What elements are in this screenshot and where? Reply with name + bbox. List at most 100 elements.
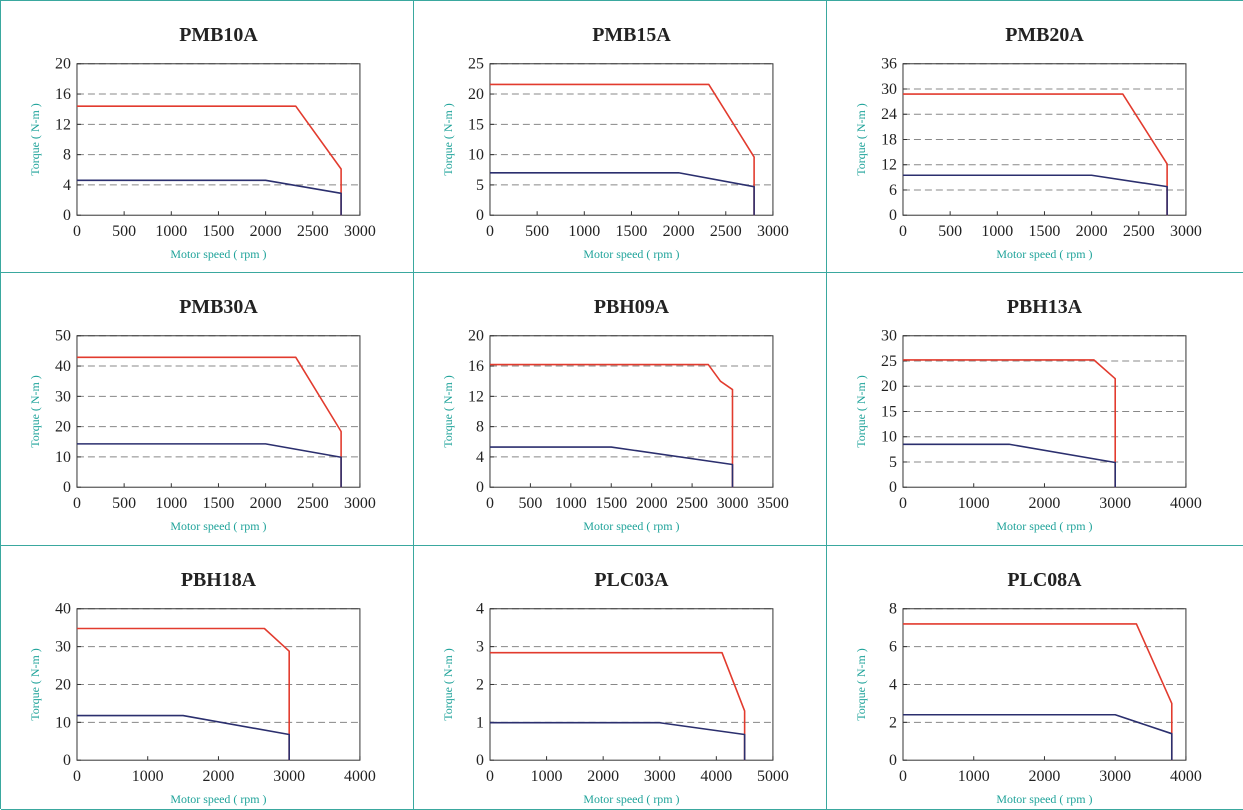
- chart-svg: PBH09A 0 4 8 12 16 20 0 500 1000 1500 2000 2500 3000 3…: [441, 296, 789, 533]
- peak-torque-curve: [76, 356, 342, 488]
- peak-torque-curve: [902, 359, 1117, 488]
- rated-torque-curve: [489, 721, 746, 761]
- chart-svg: PLC03A 0 1 2 3 4 0 1000 2000 3000 4000 5000 Motor sp…: [441, 569, 789, 806]
- chart-title: PBH13A: [1007, 296, 1083, 318]
- rated-torque-curve: [902, 174, 1168, 216]
- y-tick-label: 20: [881, 378, 897, 395]
- x-tick-label: 3500: [757, 495, 789, 512]
- y-tick-label: 30: [55, 639, 71, 656]
- chart-panel-pmb10a: PMB10A 0 4 8 12 16 20 0 500 1000 1500 2000 2500 3000 M…: [1, 1, 414, 273]
- peak-torque-curve: [902, 93, 1168, 216]
- y-tick-label: 4: [476, 601, 484, 618]
- peak-torque-curve: [489, 83, 755, 216]
- chart-title: PMB15A: [592, 24, 671, 46]
- x-tick-label: 0: [899, 223, 907, 240]
- chart-svg: PMB20A 0 6 12 18 24 30 36 0 500 1000 1500 2000 2500 30…: [854, 24, 1202, 261]
- x-tick-label: 1000: [155, 223, 187, 240]
- x-tick-label: 4000: [1170, 495, 1202, 512]
- x-tick-label: 2500: [297, 223, 329, 240]
- rated-torque-curve: [76, 714, 290, 761]
- chart-svg: PLC08A 0 2 4 6 8 0 1000 2000 3000 4000 Motor speed …: [854, 569, 1202, 806]
- y-tick-label: 12: [55, 116, 71, 133]
- y-tick-label: 3: [476, 639, 484, 656]
- y-tick-label: 10: [55, 449, 71, 466]
- y-tick-label: 12: [468, 388, 484, 405]
- y-axis-label: Torque ( N-m ): [854, 375, 868, 447]
- chart-svg: PMB15A 0 5 10 15 20 25 0 500 1000 1500 2000 2500 3000…: [441, 24, 789, 261]
- y-tick-label: 0: [476, 207, 484, 224]
- x-tick-label: 3000: [757, 223, 789, 240]
- chart-title: PMB30A: [179, 296, 258, 318]
- x-axis-label: Motor speed ( rpm ): [996, 519, 1092, 533]
- x-axis-label: Motor speed ( rpm ): [170, 792, 266, 806]
- x-tick-label: 1000: [981, 223, 1013, 240]
- x-tick-label: 2500: [297, 495, 329, 512]
- y-axis-label: Torque ( N-m ): [441, 648, 455, 720]
- chart-title: PBH09A: [594, 296, 670, 318]
- x-tick-label: 1500: [203, 495, 235, 512]
- rated-torque-curve: [903, 713, 1173, 761]
- y-tick-label: 4: [476, 449, 484, 466]
- chart-panel-plc03a: PLC03A 0 1 2 3 4 0 1000 2000 3000 4000 5000 Motor sp…: [414, 546, 827, 810]
- y-tick-label: 16: [468, 358, 484, 375]
- x-tick-label: 1500: [1029, 223, 1061, 240]
- chart-svg: PBH18A 0 10 20 30 40 0 1000 2000 3000 4000 Motor sp…: [28, 569, 376, 806]
- chart-title: PMB10A: [179, 24, 258, 46]
- y-tick-label: 0: [63, 207, 71, 224]
- x-tick-label: 5000: [757, 768, 789, 785]
- chart-panel-pbh13a: PBH13A 0 5 10 15 20 25 30 0 1000 2000 3000 4000 Motor…: [827, 273, 1243, 546]
- y-tick-label: 16: [55, 86, 71, 103]
- x-tick-label: 4000: [700, 768, 732, 785]
- x-tick-label: 1000: [555, 495, 587, 512]
- chart-panel-pbh18a: PBH18A 0 10 20 30 40 0 1000 2000 3000 4000 Motor sp…: [1, 546, 414, 810]
- plot-frame: [76, 335, 361, 488]
- x-tick-label: 2000: [587, 768, 619, 785]
- y-tick-label: 20: [55, 676, 71, 693]
- y-tick-label: 0: [889, 207, 897, 224]
- y-tick-label: 18: [881, 131, 897, 148]
- x-tick-label: 3000: [344, 495, 376, 512]
- x-tick-label: 1000: [568, 223, 600, 240]
- y-tick-label: 0: [63, 752, 71, 769]
- x-tick-label: 3000: [644, 768, 676, 785]
- x-tick-label: 1000: [958, 495, 990, 512]
- peak-torque-curve: [489, 651, 746, 761]
- plot-frame: [76, 63, 361, 216]
- x-tick-label: 0: [486, 495, 494, 512]
- y-axis-label: Torque ( N-m ): [441, 103, 455, 175]
- x-tick-label: 2000: [1076, 223, 1108, 240]
- x-tick-label: 500: [112, 495, 136, 512]
- y-tick-label: 2: [476, 676, 484, 693]
- x-tick-label: 0: [486, 223, 494, 240]
- x-tick-label: 0: [73, 768, 81, 785]
- chart-panel-plc08a: PLC08A 0 2 4 6 8 0 1000 2000 3000 4000 Motor speed …: [827, 546, 1243, 810]
- y-tick-label: 5: [889, 454, 897, 471]
- y-tick-label: 10: [55, 714, 71, 731]
- plot-frame: [489, 608, 774, 761]
- x-tick-label: 4000: [1170, 768, 1202, 785]
- x-tick-label: 0: [73, 223, 81, 240]
- peak-torque-curve: [903, 623, 1173, 761]
- y-tick-label: 0: [63, 479, 71, 496]
- y-tick-label: 15: [881, 403, 897, 420]
- x-tick-label: 2000: [250, 223, 282, 240]
- y-tick-label: 25: [468, 56, 484, 73]
- chart-title: PLC08A: [1007, 569, 1082, 591]
- x-tick-label: 0: [486, 768, 494, 785]
- x-tick-label: 2000: [663, 223, 695, 240]
- plot-frame: [76, 608, 361, 761]
- y-tick-label: 0: [476, 479, 484, 496]
- x-tick-label: 2000: [636, 495, 668, 512]
- y-axis-label: Torque ( N-m ): [854, 103, 868, 175]
- y-tick-label: 25: [881, 353, 897, 370]
- plot-frame: [902, 608, 1187, 761]
- x-tick-label: 1500: [595, 495, 627, 512]
- chart-svg: PBH13A 0 5 10 15 20 25 30 0 1000 2000 3000 4000 Motor…: [854, 296, 1202, 533]
- chart-panel-pmb20a: PMB20A 0 6 12 18 24 30 36 0 500 1000 1500 2000 2500 30…: [827, 1, 1243, 273]
- x-tick-label: 0: [899, 495, 907, 512]
- x-axis-label: Motor speed ( rpm ): [583, 247, 679, 261]
- x-tick-label: 1500: [616, 223, 648, 240]
- x-tick-label: 500: [518, 495, 542, 512]
